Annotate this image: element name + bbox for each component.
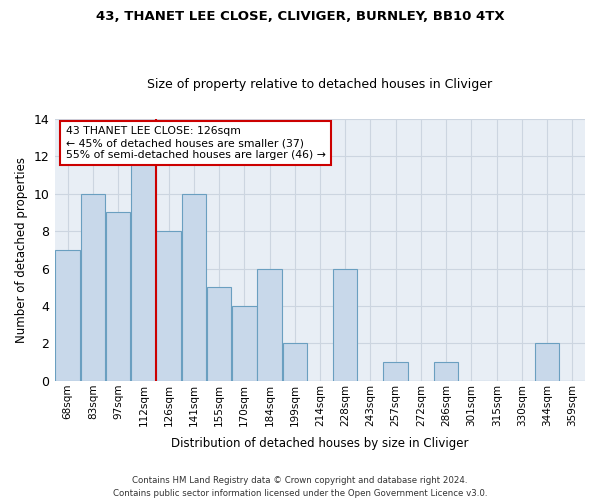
X-axis label: Distribution of detached houses by size in Cliviger: Distribution of detached houses by size … bbox=[171, 437, 469, 450]
Bar bbox=[232, 306, 257, 381]
Bar bbox=[207, 288, 231, 381]
Bar bbox=[55, 250, 80, 381]
Title: Size of property relative to detached houses in Cliviger: Size of property relative to detached ho… bbox=[148, 78, 493, 91]
Bar bbox=[434, 362, 458, 381]
Bar bbox=[182, 194, 206, 381]
Bar bbox=[257, 268, 282, 381]
Bar bbox=[157, 231, 181, 381]
Bar bbox=[283, 344, 307, 381]
Bar bbox=[131, 156, 155, 381]
Bar bbox=[106, 212, 130, 381]
Text: 43 THANET LEE CLOSE: 126sqm
← 45% of detached houses are smaller (37)
55% of sem: 43 THANET LEE CLOSE: 126sqm ← 45% of det… bbox=[65, 126, 325, 160]
Bar bbox=[333, 268, 358, 381]
Bar bbox=[535, 344, 559, 381]
Bar bbox=[80, 194, 105, 381]
Text: Contains HM Land Registry data © Crown copyright and database right 2024.
Contai: Contains HM Land Registry data © Crown c… bbox=[113, 476, 487, 498]
Bar bbox=[383, 362, 408, 381]
Y-axis label: Number of detached properties: Number of detached properties bbox=[15, 157, 28, 343]
Text: 43, THANET LEE CLOSE, CLIVIGER, BURNLEY, BB10 4TX: 43, THANET LEE CLOSE, CLIVIGER, BURNLEY,… bbox=[95, 10, 505, 23]
